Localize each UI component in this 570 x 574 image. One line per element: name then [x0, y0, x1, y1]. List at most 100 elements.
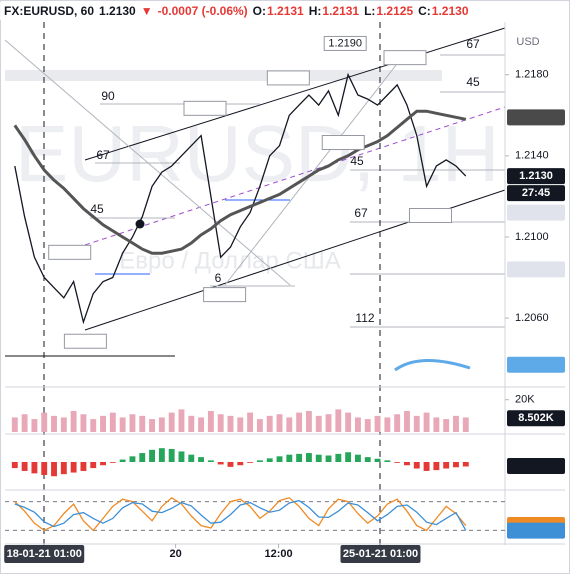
fib-label: 67 [96, 148, 110, 162]
bar [413, 415, 420, 432]
fib-label: 67 [354, 206, 368, 220]
header-h: 1.2131 [322, 4, 359, 18]
indicator-curve [394, 358, 471, 372]
bar [266, 458, 273, 462]
bar [70, 462, 77, 473]
annotation-box [321, 135, 365, 151]
bar [247, 462, 254, 463]
bar [404, 411, 410, 432]
bar [100, 415, 106, 432]
bar [374, 415, 381, 432]
y-tick-label: 20K [515, 394, 535, 406]
bar [119, 417, 126, 432]
y-tick-label: 1.2060 [515, 312, 549, 324]
bar [335, 453, 342, 462]
bar [276, 456, 283, 462]
bar [100, 462, 106, 466]
bar [158, 448, 165, 462]
header-c-label: C: [418, 4, 431, 18]
bar [443, 462, 450, 469]
bar [227, 415, 234, 432]
bar [198, 457, 205, 462]
bar [70, 411, 77, 432]
bar [217, 462, 224, 465]
watermark-description: Евро / Доллар США [119, 247, 341, 274]
bar [305, 411, 312, 432]
bar [80, 414, 87, 432]
annotation-box [383, 50, 427, 66]
series-line [14, 72, 467, 325]
annotation-box [203, 287, 247, 303]
price-tag [507, 356, 565, 373]
header-last: 1.2130 [99, 4, 136, 18]
bar [286, 417, 293, 432]
bar [443, 419, 450, 432]
series-line [14, 499, 467, 531]
bar [168, 449, 175, 462]
annotation-label: 1.2190 [328, 37, 362, 49]
bar [21, 462, 28, 471]
bar [266, 415, 273, 432]
range-band [5, 70, 442, 81]
bar [315, 415, 322, 432]
bar [462, 462, 469, 467]
bar [129, 456, 136, 462]
bar [256, 419, 263, 432]
bar [90, 462, 97, 469]
channel-mid [84, 106, 506, 246]
bar [31, 462, 38, 474]
bar [256, 460, 263, 462]
fib-label: 45 [90, 202, 104, 216]
header-h-label: H: [309, 4, 322, 18]
bar [355, 417, 361, 432]
annotation-box [408, 208, 452, 224]
x-tick-label: 20 [169, 548, 181, 560]
bar [21, 414, 28, 432]
bar [345, 412, 352, 432]
bar [90, 419, 97, 432]
annotation-box [266, 70, 310, 86]
header-l: 1.2125 [376, 4, 413, 18]
header-l-label: L: [364, 4, 375, 18]
bar [394, 414, 401, 432]
bar [60, 462, 67, 475]
bar [433, 462, 440, 471]
bar [305, 453, 312, 462]
countdown-label: 27:45 [522, 187, 550, 199]
bar [286, 454, 293, 462]
bar [315, 454, 322, 462]
bar [139, 415, 146, 432]
series-line [14, 496, 467, 532]
bar [227, 462, 234, 467]
annotation-box [183, 100, 227, 116]
bar [364, 457, 371, 462]
bar [149, 449, 155, 462]
header-o: 1.2131 [267, 4, 304, 18]
bar [394, 462, 401, 463]
bar [60, 417, 67, 432]
fib-label: 112 [355, 311, 374, 325]
bar [276, 414, 283, 432]
bar [11, 417, 18, 432]
price-tag-label: 8.502K [518, 412, 554, 424]
bar [119, 459, 126, 462]
x-tick-box [4, 545, 85, 563]
bar [207, 460, 214, 462]
bar [462, 417, 469, 432]
bar [453, 415, 459, 432]
fib-label: 90 [101, 89, 115, 103]
fib-label: 6 [215, 271, 222, 285]
bar [423, 412, 430, 432]
price-tag [507, 109, 565, 126]
annotation-box [48, 244, 92, 260]
bar [404, 462, 410, 466]
bar [198, 417, 205, 432]
fib-label: 45 [350, 154, 364, 168]
bar [207, 411, 214, 432]
price-tag [507, 204, 565, 221]
header-c: 1.2130 [432, 4, 469, 18]
x-tick-box [340, 545, 421, 563]
bar [51, 415, 57, 432]
